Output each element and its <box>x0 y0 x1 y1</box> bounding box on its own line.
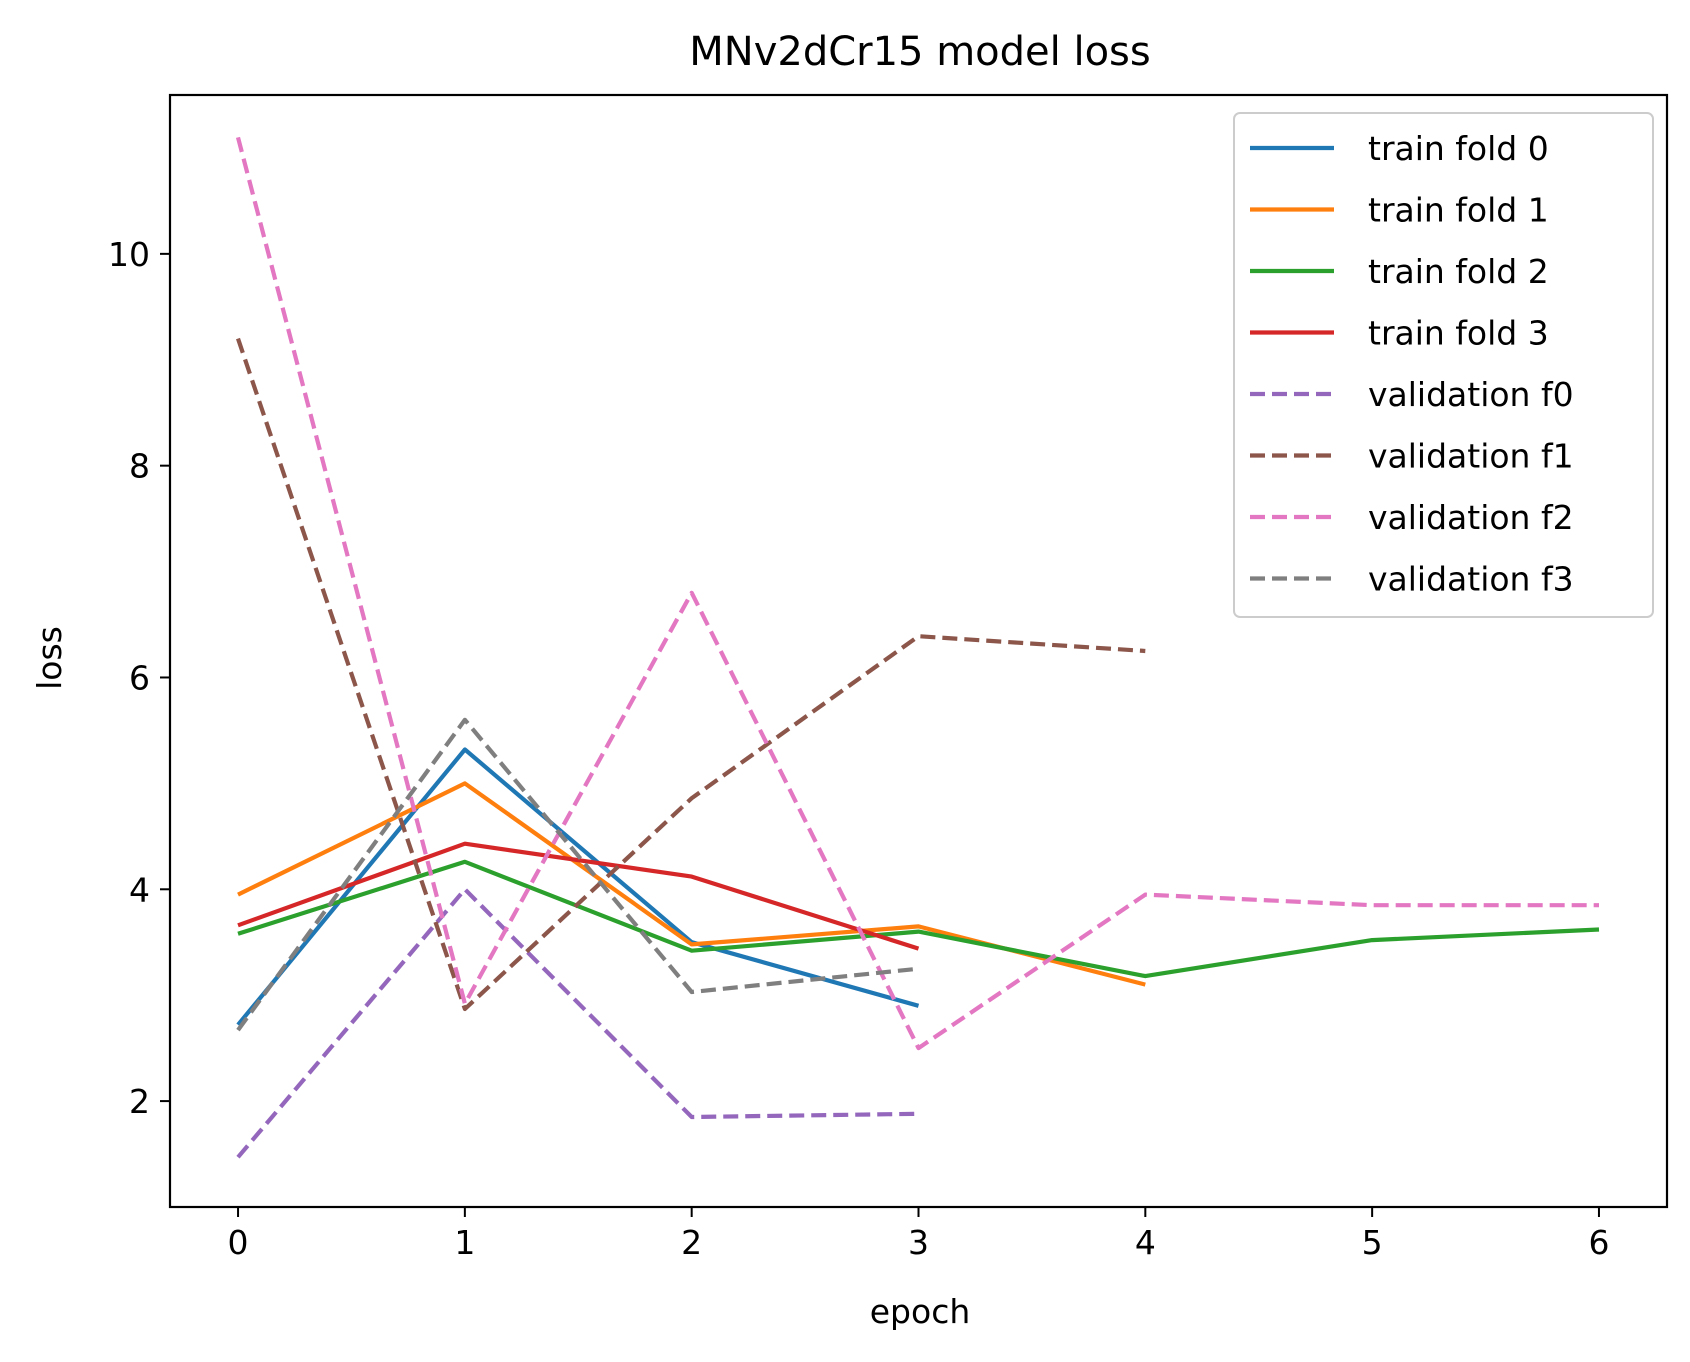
x-tick-label: 6 <box>1588 1223 1609 1262</box>
legend-label-7: validation f3 <box>1368 560 1574 599</box>
legend-label-4: validation f0 <box>1368 375 1574 414</box>
series-line-3 <box>237 841 920 951</box>
x-tick-label: 3 <box>908 1223 929 1262</box>
x-tick-label: 1 <box>454 1223 475 1262</box>
x-tick-label: 5 <box>1362 1223 1383 1262</box>
x-tick-label: 0 <box>228 1223 249 1262</box>
legend-label-2: train fold 2 <box>1368 252 1549 291</box>
chart-title: MNv2dCr15 model loss <box>689 29 1150 75</box>
legend-label-1: train fold 1 <box>1368 191 1549 230</box>
series-line-2 <box>237 859 1600 979</box>
y-tick-label: 10 <box>108 235 150 274</box>
series-line-5 <box>236 337 1146 1012</box>
legend-label-0: train fold 0 <box>1368 129 1549 168</box>
y-tick-label: 2 <box>129 1082 150 1121</box>
x-axis: 0 1 2 3 4 5 6 <box>228 1207 1609 1262</box>
y-tick-label: 8 <box>129 447 150 486</box>
series-line-4 <box>236 887 919 1159</box>
x-tick-label: 2 <box>681 1223 702 1262</box>
legend-label-3: train fold 3 <box>1368 314 1549 353</box>
y-tick-label: 4 <box>129 870 150 909</box>
legend: train fold 0 train fold 1 train fold 2 trai… <box>1233 112 1654 618</box>
legend-box <box>1233 112 1654 618</box>
series-line-7 <box>236 717 919 1032</box>
x-tick-label: 4 <box>1135 1223 1156 1262</box>
y-tick-label: 6 <box>129 658 150 697</box>
series-line-6 <box>235 136 1599 1051</box>
x-axis-label: epoch <box>870 1292 971 1331</box>
legend-label-5: validation f1 <box>1368 437 1574 476</box>
y-axis: 2 4 6 8 10 <box>108 235 170 1121</box>
series-line-0 <box>236 747 920 1027</box>
y-axis-label: loss <box>30 626 69 690</box>
legend-label-6: validation f2 <box>1368 498 1574 537</box>
